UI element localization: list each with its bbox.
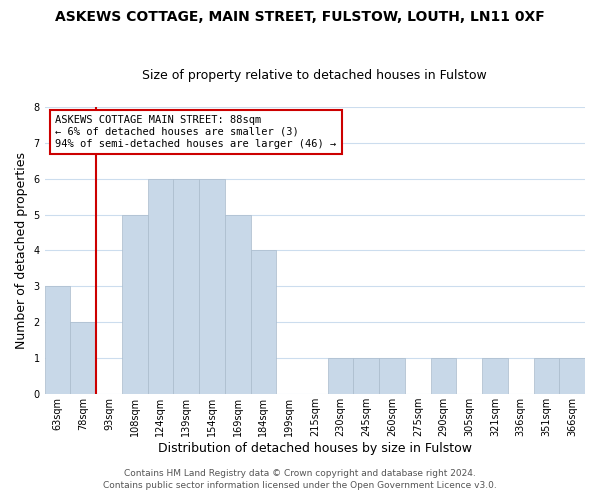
Bar (533, 358, 559, 394)
Text: ASKEWS COTTAGE, MAIN STREET, FULSTOW, LOUTH, LN11 0XF: ASKEWS COTTAGE, MAIN STREET, FULSTOW, LO… (55, 10, 545, 24)
X-axis label: Distribution of detached houses by size in Fulstow: Distribution of detached houses by size … (158, 442, 472, 455)
Text: ASKEWS COTTAGE MAIN STREET: 88sqm
← 6% of detached houses are smaller (3)
94% of: ASKEWS COTTAGE MAIN STREET: 88sqm ← 6% o… (55, 116, 337, 148)
Bar (353, 358, 379, 394)
Bar (225, 214, 251, 394)
Bar (431, 358, 457, 394)
Bar (122, 214, 148, 394)
Text: Contains HM Land Registry data © Crown copyright and database right 2024.
Contai: Contains HM Land Registry data © Crown c… (103, 468, 497, 490)
Bar (173, 178, 199, 394)
Title: Size of property relative to detached houses in Fulstow: Size of property relative to detached ho… (142, 69, 487, 82)
Bar (559, 358, 585, 394)
Bar (70, 322, 96, 394)
Bar (482, 358, 508, 394)
Bar (199, 178, 225, 394)
Y-axis label: Number of detached properties: Number of detached properties (15, 152, 28, 349)
Bar (148, 178, 173, 394)
Bar (44, 286, 70, 394)
Bar (251, 250, 276, 394)
Bar (379, 358, 405, 394)
Bar (328, 358, 353, 394)
